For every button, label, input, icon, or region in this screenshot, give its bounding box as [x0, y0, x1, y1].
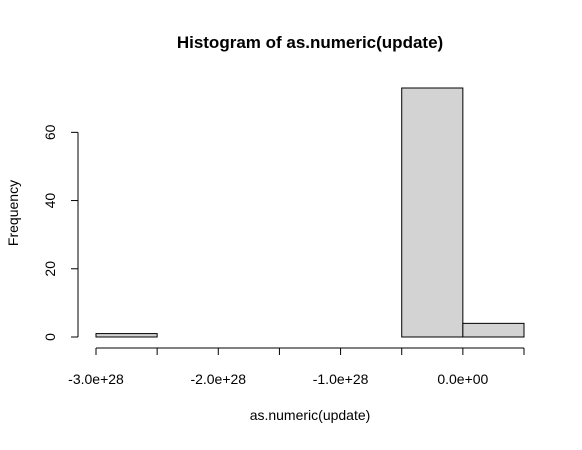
- histogram-bar-0: [95, 333, 158, 338]
- y-tick-label-0: 0: [42, 333, 58, 341]
- x-tick-label-2: -1.0e+28: [313, 371, 369, 387]
- bars-group: [95, 87, 525, 338]
- y-axis-label: Frequency: [5, 180, 21, 246]
- y-tick-label-1: 20: [42, 261, 58, 277]
- histogram-bar-6: [462, 322, 525, 338]
- x-tick-label-3: 0.0e+00: [437, 371, 488, 387]
- chart-title: Histogram of as.numeric(update): [177, 33, 443, 52]
- x-tick-label-1: -2.0e+28: [190, 371, 246, 387]
- x-axis-label: as.numeric(update): [250, 407, 371, 423]
- y-tick-label-2: 40: [42, 193, 58, 209]
- x-axis: -3.0e+28 -2.0e+28 -1.0e+28 0.0e+00: [68, 347, 525, 387]
- y-tick-label-3: 60: [42, 124, 58, 140]
- x-tick-label-0: -3.0e+28: [68, 371, 124, 387]
- y-axis: 0 20 40 60: [42, 124, 79, 341]
- histogram-bar-5: [401, 87, 464, 338]
